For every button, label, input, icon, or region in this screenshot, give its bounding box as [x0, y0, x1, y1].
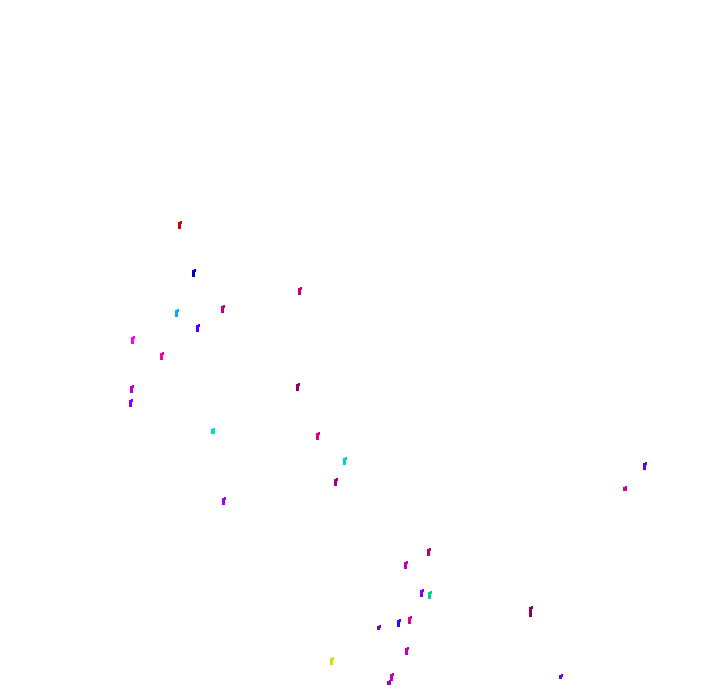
- mark: [330, 657, 334, 665]
- mark: [298, 287, 302, 295]
- mark: [175, 309, 179, 317]
- mark: [221, 305, 225, 313]
- mark: [387, 680, 391, 685]
- mark: [334, 478, 338, 486]
- mark: [130, 385, 134, 393]
- mark: [178, 221, 182, 229]
- mark: [397, 619, 401, 627]
- mark: [129, 399, 133, 407]
- mark: [408, 616, 412, 624]
- mark: [623, 486, 627, 491]
- mark: [390, 673, 394, 681]
- mark: [296, 383, 300, 391]
- mark: [529, 606, 533, 617]
- mark: [420, 589, 424, 597]
- mark: [377, 625, 381, 630]
- mark: [160, 352, 164, 360]
- mark: [192, 269, 196, 277]
- mark: [428, 591, 432, 599]
- mark: [211, 428, 215, 434]
- mark: [316, 432, 320, 440]
- mark: [131, 336, 135, 344]
- mark: [559, 674, 563, 679]
- mark: [427, 548, 431, 556]
- mark: [222, 497, 226, 505]
- mark: [404, 561, 408, 569]
- mark: [643, 462, 647, 470]
- mark: [196, 324, 200, 332]
- mark: [343, 457, 347, 465]
- mark: [405, 647, 409, 655]
